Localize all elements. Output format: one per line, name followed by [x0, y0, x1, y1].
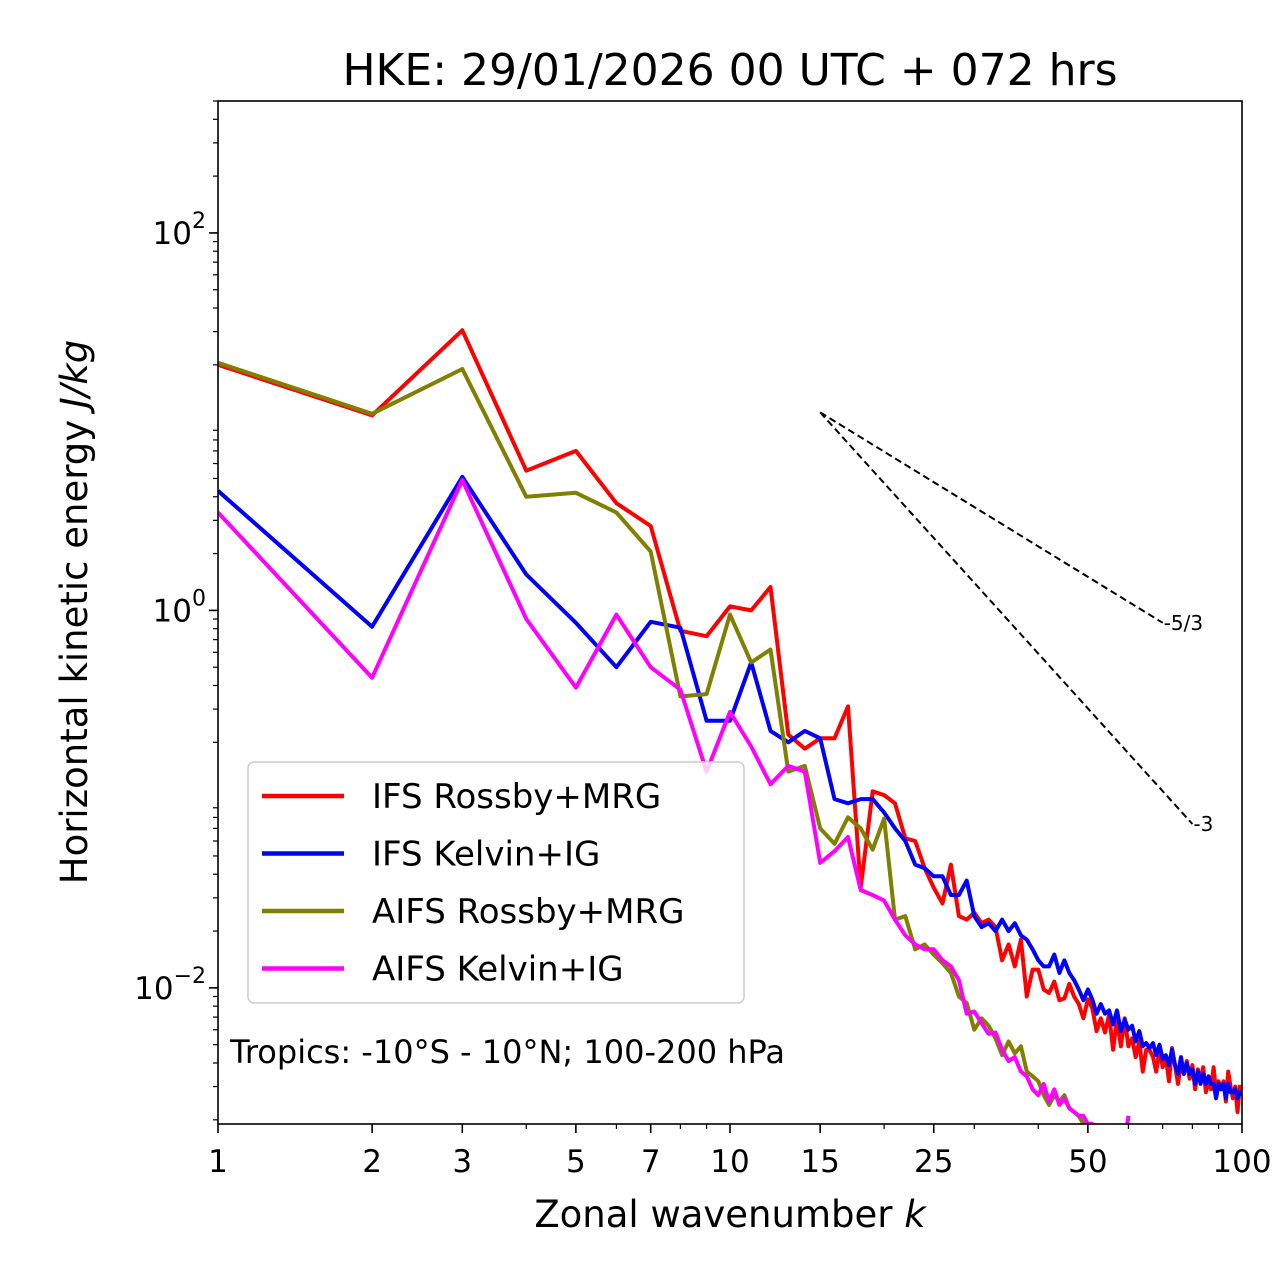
slope-line-1: [819, 411, 1194, 825]
series-line-2: [218, 360, 1087, 1124]
region-annotation: Tropics: -10°S - 10°N; 100-200 hPa: [229, 1033, 785, 1071]
x-tick-label: 7: [641, 1144, 661, 1180]
x-tick-label: 50: [1068, 1144, 1107, 1180]
x-tick-label: 10: [710, 1144, 749, 1180]
slope-label-1: -3: [1193, 812, 1213, 836]
x-tick-label: 100: [1212, 1144, 1271, 1180]
x-axis-ticks: 1 2 3 5 7 10 15 25 50 100: [208, 1124, 1272, 1180]
series-line-3: [218, 478, 1131, 1124]
series-lines: [218, 328, 1242, 1124]
x-tick-label: 2: [362, 1144, 382, 1180]
x-tick-label: 25: [914, 1144, 953, 1180]
y-tick-label: 100: [153, 586, 206, 629]
reference-slopes: -5/3 -3: [819, 411, 1213, 836]
y-tick-label: 10−2: [134, 964, 206, 1007]
legend-label-2: AIFS Rossby+MRG: [372, 892, 684, 932]
y-tick-label: 102: [153, 209, 206, 252]
legend: IFS Rossby+MRG IFS Kelvin+IG AIFS Rossby+M…: [247, 761, 745, 1004]
y-axis-ticks: 102 100 10−2: [134, 100, 218, 1121]
chart-title: HKE: 29/01/2026 00 UTC + 072 hrs: [342, 45, 1117, 96]
series-line-1: [218, 474, 1242, 1101]
legend-label-0: IFS Rossby+MRG: [372, 777, 661, 817]
slope-line-0: [819, 411, 1164, 624]
x-axis-label: Zonal wavenumber k: [534, 1193, 927, 1236]
x-tick-label: 1: [208, 1144, 228, 1180]
slope-label-0: -5/3: [1164, 611, 1203, 635]
y-axis-label: Horizontal kinetic energy J/kg: [53, 340, 96, 884]
legend-box: [247, 761, 745, 1004]
legend-label-3: AIFS Kelvin+IG: [372, 950, 624, 990]
x-tick-label: 3: [452, 1144, 472, 1180]
x-tick-label: 5: [566, 1144, 586, 1180]
x-tick-label: 15: [800, 1144, 839, 1180]
legend-label-1: IFS Kelvin+IG: [372, 835, 600, 875]
